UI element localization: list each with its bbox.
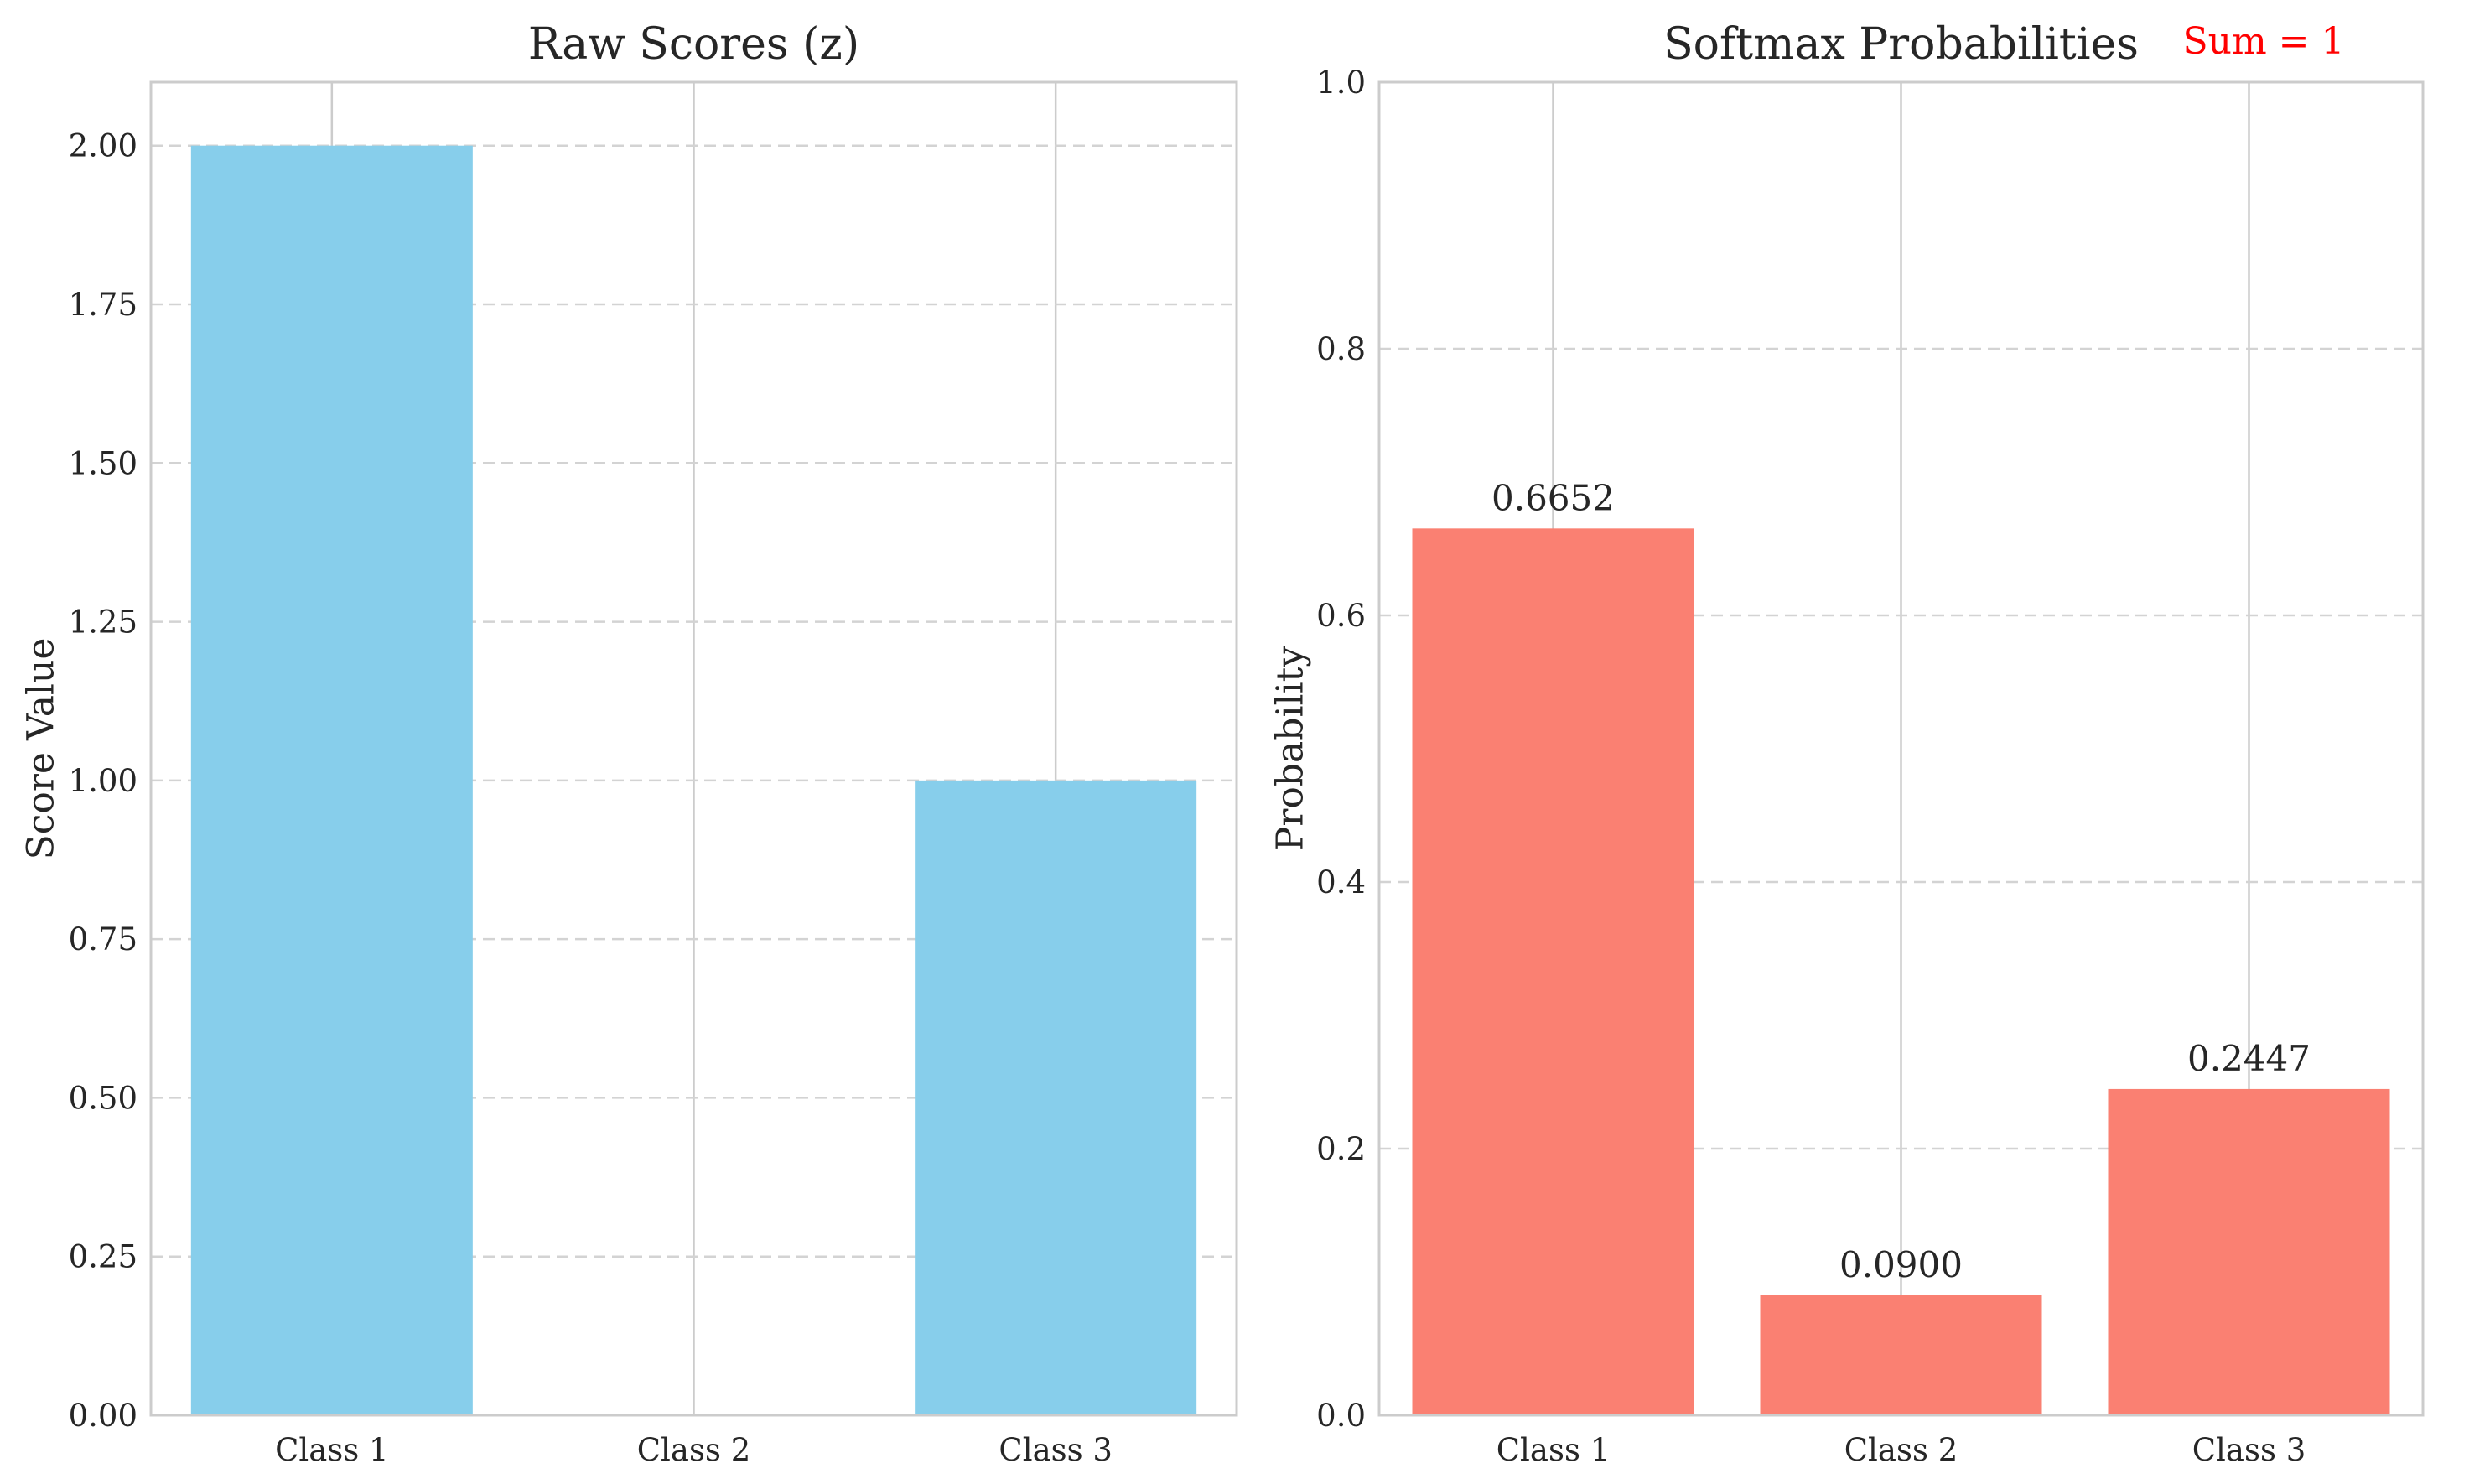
axes-frame [1377, 80, 2425, 1417]
y-tick-label: 2.00 [69, 128, 137, 164]
bar-class-3 [2108, 1088, 2390, 1415]
y-tick-label: 0.25 [69, 1239, 137, 1275]
bar-class-3 [915, 780, 1197, 1415]
bar-class-1 [190, 145, 473, 1416]
x-tick-label: Class 1 [275, 1432, 388, 1468]
y-tick-label: 0.6 [1316, 598, 1366, 634]
y-tick-label: 0.4 [1316, 864, 1366, 900]
y-tick-label: 1.75 [69, 287, 137, 323]
y-tick-label: 0.0 [1316, 1398, 1366, 1434]
y-tick-label: 1.50 [69, 445, 137, 481]
axes-frame [149, 80, 1238, 1417]
y-tick-label: 0.75 [69, 921, 137, 957]
data-label: 0.2447 [2187, 1038, 2311, 1079]
y-tick-label: 0.50 [69, 1080, 137, 1116]
data-label: 0.0900 [1839, 1244, 1963, 1285]
x-tick-label: Class 1 [1497, 1432, 1610, 1468]
softmax-panel: 0.6652 0.0900 0.2447 0.0 0.2 0.4 0.6 0.8 1.0 Clas… [1269, 19, 2425, 1468]
y-axis-label: Score Value [20, 638, 63, 860]
y-tick-label: 1.0 [1316, 65, 1366, 101]
y-tick-label: 0.8 [1316, 331, 1366, 367]
y-tick-label: 0.2 [1316, 1131, 1366, 1167]
bar-class-2 [1760, 1295, 2042, 1415]
x-tick-label: Class 3 [2192, 1432, 2306, 1468]
raw-scores-panel: 0.00 0.25 0.50 0.75 1.00 1.25 1.50 1.75 2.00 Clas… [20, 19, 1238, 1468]
y-axis-label: Probability [1269, 646, 1312, 852]
bar-class-1 [1412, 528, 1694, 1415]
y-tick-label: 0.00 [69, 1398, 137, 1434]
chart-title: Raw Scores (z) [528, 19, 859, 70]
x-tick-label: Class 2 [1844, 1432, 1958, 1468]
sum-annotation: Sum = 1 [2182, 20, 2344, 63]
y-tick-label: 1.25 [69, 604, 137, 641]
x-tick-label: Class 2 [637, 1432, 750, 1468]
data-label: 0.6652 [1491, 477, 1615, 518]
chart-title: Softmax Probabilities [1663, 19, 2139, 70]
y-tick-label: 1.00 [69, 763, 137, 799]
x-tick-label: Class 3 [999, 1432, 1112, 1468]
